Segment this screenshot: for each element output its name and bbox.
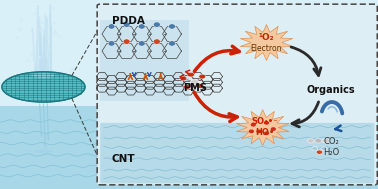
FancyBboxPatch shape bbox=[0, 106, 378, 189]
Text: ¹O₂: ¹O₂ bbox=[259, 33, 274, 42]
Ellipse shape bbox=[138, 24, 145, 29]
Ellipse shape bbox=[199, 74, 206, 79]
Ellipse shape bbox=[316, 150, 322, 154]
Text: H₂O: H₂O bbox=[323, 148, 339, 157]
Polygon shape bbox=[240, 25, 293, 60]
Text: CO₂: CO₂ bbox=[323, 137, 339, 146]
Ellipse shape bbox=[321, 147, 327, 151]
Ellipse shape bbox=[184, 85, 191, 89]
Ellipse shape bbox=[312, 147, 318, 151]
Text: CNT: CNT bbox=[112, 154, 135, 164]
Ellipse shape bbox=[322, 139, 329, 143]
Ellipse shape bbox=[108, 24, 115, 29]
Ellipse shape bbox=[138, 41, 145, 46]
Ellipse shape bbox=[123, 39, 130, 44]
Ellipse shape bbox=[256, 129, 262, 133]
Ellipse shape bbox=[264, 121, 269, 125]
Text: Electron: Electron bbox=[251, 44, 282, 53]
Ellipse shape bbox=[123, 22, 130, 27]
FancyBboxPatch shape bbox=[100, 20, 189, 101]
Text: SO₄•⁻: SO₄•⁻ bbox=[251, 117, 278, 126]
Ellipse shape bbox=[2, 72, 85, 102]
Text: Organics: Organics bbox=[307, 85, 355, 95]
Ellipse shape bbox=[32, 73, 55, 78]
Ellipse shape bbox=[307, 139, 314, 143]
Ellipse shape bbox=[271, 127, 276, 131]
Ellipse shape bbox=[153, 39, 160, 44]
Ellipse shape bbox=[264, 131, 269, 135]
Ellipse shape bbox=[197, 84, 204, 88]
Polygon shape bbox=[237, 110, 289, 146]
Ellipse shape bbox=[169, 41, 175, 46]
Ellipse shape bbox=[108, 41, 115, 46]
Ellipse shape bbox=[315, 139, 322, 143]
Text: HO•: HO• bbox=[255, 128, 274, 137]
Ellipse shape bbox=[187, 72, 194, 77]
Text: PDDA: PDDA bbox=[112, 16, 144, 26]
Text: PMS: PMS bbox=[183, 83, 207, 93]
Ellipse shape bbox=[251, 123, 256, 127]
Ellipse shape bbox=[191, 79, 199, 85]
Ellipse shape bbox=[153, 22, 160, 27]
FancyBboxPatch shape bbox=[97, 4, 377, 185]
Ellipse shape bbox=[34, 149, 53, 153]
Ellipse shape bbox=[180, 76, 187, 81]
Ellipse shape bbox=[249, 129, 254, 133]
FancyBboxPatch shape bbox=[100, 123, 374, 183]
Ellipse shape bbox=[169, 24, 175, 29]
